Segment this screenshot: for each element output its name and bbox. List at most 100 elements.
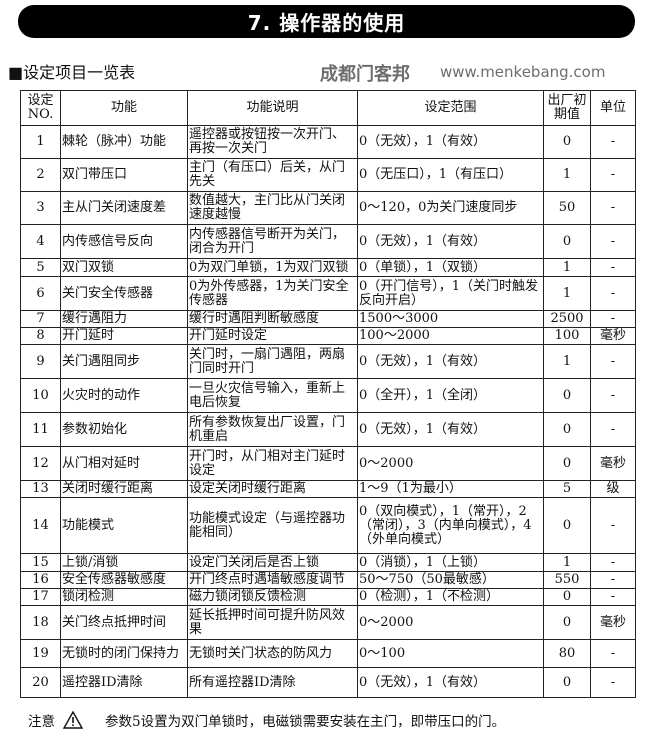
row-description: 功能模式设定（与遥控器功能相同）: [187, 497, 358, 554]
row-unit: -: [590, 276, 636, 311]
row-function: 关闭时缓行距离: [60, 480, 188, 498]
table-row: 8 开门延时 开门延时设定 100～2000 100 毫秒: [20, 327, 636, 345]
row-unit: -: [590, 310, 636, 328]
row-no: 1: [20, 125, 61, 159]
row-default: 0: [543, 224, 591, 259]
row-range: 0（无效），1（有效）: [357, 667, 544, 698]
row-no: 20: [20, 667, 61, 698]
row-description: 开门终点时遇墙敏感度调节: [187, 571, 358, 589]
row-unit: -: [590, 258, 636, 277]
header-description: 功能说明: [187, 90, 358, 126]
row-range: 0（双向模式），1（常开），2（常闭），3（内单向模式），4（外单向模式）: [357, 497, 544, 554]
warning-triangle-icon: [63, 711, 83, 729]
row-default: 5: [543, 480, 591, 498]
row-default: 0: [543, 412, 591, 447]
row-description: 主门（有压口）后关，从门先关: [187, 158, 358, 192]
row-no: 2: [20, 158, 61, 192]
row-no: 5: [20, 258, 61, 277]
row-default: 0: [543, 378, 591, 413]
table-row: 12 从门相对延时 开门时，从门相对主门延时设定 0～2000 0 毫秒: [20, 446, 636, 481]
row-unit: -: [590, 125, 636, 159]
row-description: 遥控器或按钮按一次开门、再按一次关门: [187, 125, 358, 159]
row-description: 所有遥控器ID清除: [187, 667, 358, 698]
table-row: 3 主从门关闭速度差 数值越大，主门比从门关闭速度越慢 0～120，0为关门速度同步 5…: [20, 191, 636, 225]
row-no: 15: [20, 553, 61, 572]
table-row: 20 遥控器ID清除 所有遥控器ID清除 0（无效），1（有效） 0-: [20, 667, 636, 698]
row-range: 0（无效），1（有效）: [357, 125, 544, 159]
row-default: 1: [543, 258, 591, 277]
row-range: 0（无效），1（有效）: [357, 412, 544, 447]
header-no: 设定NO.: [20, 90, 61, 126]
row-no: 19: [20, 639, 61, 668]
row-no: 14: [20, 497, 61, 554]
row-no: 17: [20, 588, 61, 606]
row-description: 无锁时关门状态的防风力: [187, 639, 358, 668]
header-function: 功能: [60, 90, 188, 126]
section-heading: ■设定项目一览表: [8, 63, 136, 82]
row-range: 0（消锁），1（上锁）: [357, 553, 544, 572]
row-range: 0（单锁），1（双锁）: [357, 258, 544, 277]
row-description: 磁力锁闭锁反馈检测: [187, 588, 358, 606]
row-description: 所有参数恢复出厂设置，门机重启: [187, 412, 358, 447]
row-description: 设定关闭时缓行距离: [187, 480, 358, 498]
page-title-bar: 7. 操作器的使用: [18, 5, 635, 38]
row-description: 缓行时遇阻判断敏感度: [187, 310, 358, 328]
row-no: 11: [20, 412, 61, 447]
row-no: 4: [20, 224, 61, 259]
row-function: 安全传感器敏感度: [60, 571, 188, 589]
row-unit: -: [590, 378, 636, 413]
row-unit: 毫秒: [590, 605, 636, 640]
note-text: 参数5设置为双门单锁时，电磁锁需要安装在主门，即带压口的门。: [105, 714, 506, 730]
row-function: 开门延时: [60, 327, 188, 345]
row-default: 2500: [543, 310, 591, 328]
row-no: 7: [20, 310, 61, 328]
row-default: 550: [543, 571, 591, 589]
table-row: 10 火灾时的动作 一旦火灾信号输入，重新上电后恢复 0（全开），1（全闭） 0-: [20, 378, 636, 413]
table-row: 4 内传感信号反向 内传感器信号断开为关门，闭合为开门 0（无效），1（有效） 0-: [20, 224, 636, 259]
row-range: 0～120，0为关门速度同步: [357, 191, 544, 225]
row-unit: -: [590, 553, 636, 572]
header-range: 设定范围: [357, 90, 544, 126]
row-default: 0: [543, 605, 591, 640]
row-function: 棘轮（脉冲）功能: [60, 125, 188, 159]
row-function: 从门相对延时: [60, 446, 188, 481]
row-range: 50～750（50最敏感）: [357, 571, 544, 589]
row-unit: -: [590, 667, 636, 698]
watermark-url: www.menkebang.com: [440, 63, 606, 81]
row-unit: -: [590, 497, 636, 554]
table-row: 11 参数初始化 所有参数恢复出厂设置，门机重启 0（无效），1（有效） 0-: [20, 412, 636, 447]
row-function: 双门双锁: [60, 258, 188, 277]
row-default: 50: [543, 191, 591, 225]
row-range: 0（检测），1（不检测）: [357, 588, 544, 606]
row-default: 1: [543, 276, 591, 311]
row-range: 0（无效），1（有效）: [357, 224, 544, 259]
row-range: 1～9（1为最小）: [357, 480, 544, 498]
row-description: 0为外传感器，1为关门安全传感器: [187, 276, 358, 311]
row-no: 12: [20, 446, 61, 481]
row-unit: -: [590, 412, 636, 447]
row-unit: -: [590, 639, 636, 668]
row-description: 数值越大，主门比从门关闭速度越慢: [187, 191, 358, 225]
settings-table-body: 1 棘轮（脉冲）功能 遥控器或按钮按一次开门、再按一次关门 0（无效），1（有效） 0-…: [20, 125, 636, 698]
row-function: 无锁时的闭门保持力: [60, 639, 188, 668]
row-range: 0（无效），1（有效）: [357, 344, 544, 379]
row-description: 延长抵押时间可提升防风效果: [187, 605, 358, 640]
row-no: 6: [20, 276, 61, 311]
page-title: 7. 操作器的使用: [247, 11, 406, 35]
table-row: 2 双门带压口 主门（有压口）后关，从门先关 0（无压口），1（有压口） 1-: [20, 158, 636, 192]
row-function: 关门终点抵押时间: [60, 605, 188, 640]
row-unit: -: [590, 588, 636, 606]
row-function: 遥控器ID清除: [60, 667, 188, 698]
row-function: 火灾时的动作: [60, 378, 188, 413]
row-default: 0: [543, 497, 591, 554]
row-range: 0（无压口），1（有压口）: [357, 158, 544, 192]
row-range: 0～2000: [357, 446, 544, 481]
table-row: 5 双门双锁 0为双门单锁，1为双门双锁 0（单锁），1（双锁） 1-: [20, 258, 636, 277]
row-default: 1: [543, 344, 591, 379]
row-no: 13: [20, 480, 61, 498]
row-description: 一旦火灾信号输入，重新上电后恢复: [187, 378, 358, 413]
table-row: 18 关门终点抵押时间 延长抵押时间可提升防风效果 0～2000 0 毫秒: [20, 605, 636, 640]
table-row: 19 无锁时的闭门保持力 无锁时关门状态的防风力 0～100 80-: [20, 639, 636, 668]
row-no: 10: [20, 378, 61, 413]
row-no: 3: [20, 191, 61, 225]
